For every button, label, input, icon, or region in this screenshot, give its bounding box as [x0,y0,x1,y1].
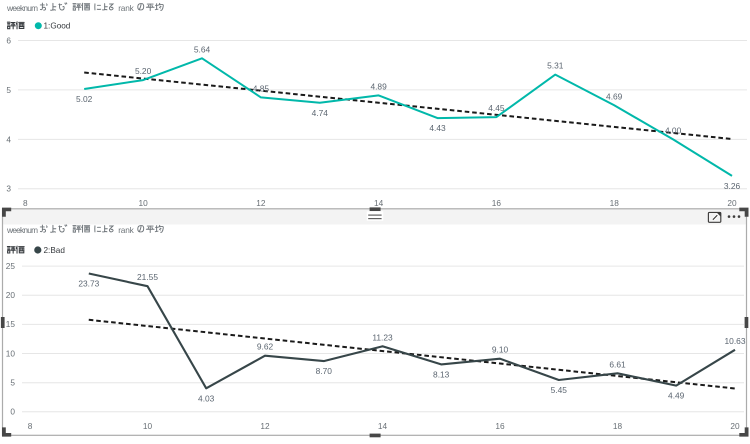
svg-text:6.61: 6.61 [609,359,626,369]
svg-text:4.69: 4.69 [606,91,623,101]
svg-text:5: 5 [6,85,11,95]
svg-text:18: 18 [610,198,620,208]
svg-text:4.85: 4.85 [253,83,270,93]
svg-text:8: 8 [23,198,28,208]
svg-text:10.63: 10.63 [725,336,746,346]
svg-text:6: 6 [6,35,11,45]
svg-text:9.10: 9.10 [492,345,509,355]
svg-text:3.26: 3.26 [724,181,741,191]
svg-text:weeknum: weeknum [6,3,38,13]
svg-text:4.45: 4.45 [488,103,505,113]
svg-text:10: 10 [143,421,153,431]
svg-text:5.31: 5.31 [547,61,564,71]
svg-text:4.74: 4.74 [312,108,329,118]
svg-text:9.62: 9.62 [257,342,274,352]
svg-text:8.13: 8.13 [433,369,450,379]
svg-text:15: 15 [6,319,16,329]
svg-text:12: 12 [260,421,270,431]
svg-text:4.03: 4.03 [198,393,215,403]
svg-text:0: 0 [10,407,15,417]
svg-text:4.00: 4.00 [665,125,682,135]
svg-text:weeknum: weeknum [6,225,38,235]
svg-text:10: 10 [6,348,16,358]
svg-text:14: 14 [374,198,384,208]
svg-text:2:Bad: 2:Bad [44,246,66,255]
svg-text:5.02: 5.02 [76,94,93,104]
svg-text:3: 3 [6,184,11,194]
svg-text:10: 10 [138,198,148,208]
svg-text:4: 4 [6,134,11,144]
svg-text:4.89: 4.89 [370,81,387,91]
svg-text:12: 12 [256,198,266,208]
svg-text:8.70: 8.70 [316,366,333,376]
svg-text:5.20: 5.20 [135,66,152,76]
svg-text:20: 20 [730,421,740,431]
svg-text:8: 8 [28,421,33,431]
svg-text:5.64: 5.64 [194,44,211,54]
svg-text:21.55: 21.55 [137,272,158,282]
svg-text:1:Good: 1:Good [44,22,71,31]
svg-text:rank: rank [118,225,134,235]
svg-text:14: 14 [378,421,388,431]
svg-text:rank: rank [118,3,134,13]
svg-text:4.49: 4.49 [668,391,685,401]
svg-text:16: 16 [492,198,502,208]
svg-text:20: 20 [727,198,737,208]
svg-text:5.45: 5.45 [551,385,568,395]
svg-text:23.73: 23.73 [78,279,99,289]
svg-text:11.23: 11.23 [372,332,393,342]
svg-text:25: 25 [6,261,16,271]
svg-text:5: 5 [10,378,15,388]
svg-text:20: 20 [6,290,16,300]
svg-text:18: 18 [613,421,623,431]
svg-text:16: 16 [495,421,505,431]
svg-text:4.43: 4.43 [429,123,446,133]
